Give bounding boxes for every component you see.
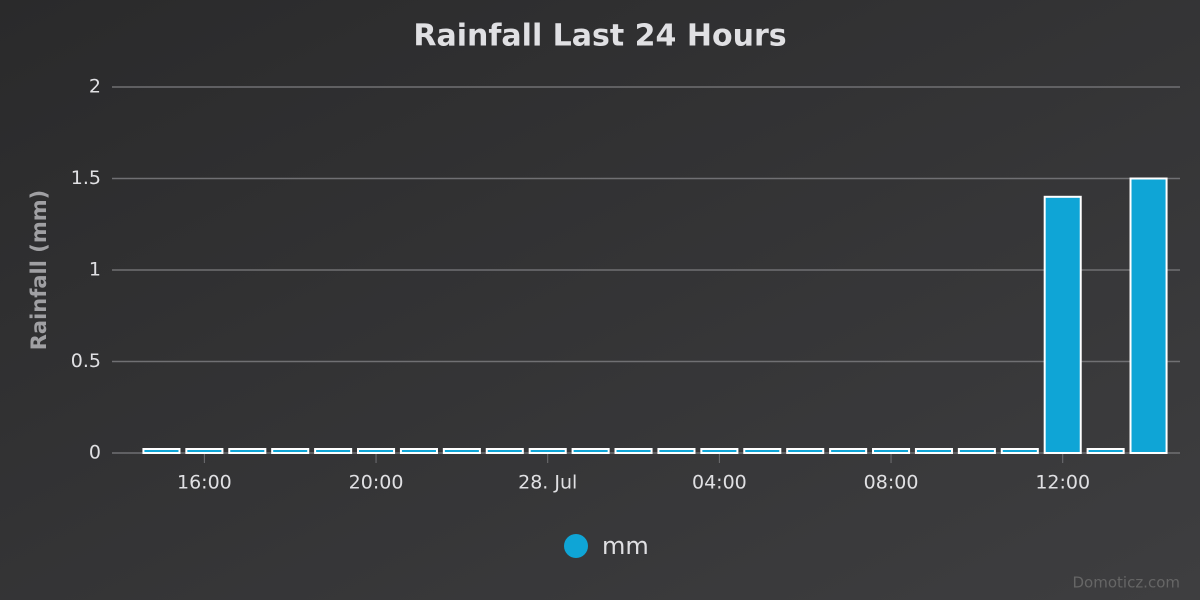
bar [1086, 448, 1125, 454]
bar [743, 448, 782, 454]
x-tick-label: 04:00 [692, 472, 747, 494]
bar [314, 448, 353, 454]
bar [399, 448, 438, 454]
bar [271, 448, 310, 454]
bar [1129, 177, 1168, 454]
x-tick-label: 16:00 [177, 472, 232, 494]
y-tick-label: 0 [89, 442, 101, 464]
x-tick-label: 28. Jul [518, 472, 577, 494]
x-tick-label: 08:00 [864, 472, 919, 494]
y-axis-label: Rainfall (mm) [27, 190, 51, 350]
bar [528, 448, 567, 454]
legend-marker [564, 534, 588, 558]
bar [957, 448, 996, 454]
x-tick-label: 12:00 [1035, 472, 1090, 494]
bar [142, 448, 181, 454]
y-tick-label: 1.5 [71, 167, 101, 189]
x-tick-label: 20:00 [349, 472, 404, 494]
bar [1043, 195, 1082, 455]
bar [185, 448, 224, 454]
y-tick-label: 0.5 [71, 350, 101, 372]
bar [1000, 448, 1039, 454]
bar [829, 448, 868, 454]
bar [914, 448, 953, 454]
chart-title: Rainfall Last 24 Hours [413, 19, 786, 54]
bar [442, 448, 481, 454]
credits: Domoticz.com [1073, 574, 1181, 592]
bar [357, 448, 396, 454]
bar [228, 448, 267, 454]
y-tick-label: 2 [89, 76, 101, 98]
bar [657, 448, 696, 454]
bar [700, 448, 739, 454]
y-tick-label: 1 [89, 259, 101, 281]
bar [614, 448, 653, 454]
bar [571, 448, 610, 454]
legend-label[interactable]: mm [602, 532, 649, 560]
bar [872, 448, 911, 454]
bar [485, 448, 524, 454]
bar [786, 448, 825, 454]
